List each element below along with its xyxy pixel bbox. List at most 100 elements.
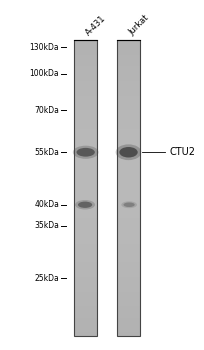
Text: 40kDa: 40kDa [34, 200, 59, 209]
Bar [74, 118, 97, 121]
Bar [74, 151, 97, 155]
Bar [74, 328, 97, 332]
Bar [117, 77, 140, 81]
Bar [74, 299, 97, 303]
Bar [117, 288, 140, 292]
Bar [74, 106, 97, 111]
Bar [74, 58, 97, 62]
Bar [74, 288, 97, 292]
Bar [117, 254, 140, 258]
Ellipse shape [76, 148, 95, 157]
Bar [117, 40, 140, 44]
Bar [117, 269, 140, 273]
Bar [117, 324, 140, 329]
Bar [74, 158, 97, 162]
Bar [74, 88, 97, 92]
Bar [117, 210, 140, 214]
Bar [117, 191, 140, 196]
Bar [74, 332, 97, 336]
Bar [117, 99, 140, 103]
Bar [74, 140, 97, 144]
Bar [117, 229, 140, 232]
Bar [74, 114, 97, 118]
Bar [117, 232, 140, 236]
Text: 70kDa: 70kDa [34, 106, 59, 115]
Bar [74, 229, 97, 232]
Bar [117, 114, 140, 118]
Bar [117, 118, 140, 121]
Ellipse shape [121, 201, 137, 208]
Bar [117, 225, 140, 229]
Bar [74, 136, 97, 140]
Bar [74, 144, 97, 147]
Bar [117, 291, 140, 295]
Bar [117, 62, 140, 66]
Text: 130kDa: 130kDa [30, 43, 59, 52]
Bar [117, 55, 140, 59]
Bar [74, 180, 97, 184]
Bar [74, 173, 97, 177]
Bar [74, 314, 97, 317]
Bar [117, 206, 140, 210]
Bar [117, 299, 140, 303]
Bar [117, 51, 140, 55]
Bar [117, 180, 140, 184]
Bar [74, 70, 97, 74]
Bar [74, 80, 97, 85]
Bar [74, 306, 97, 310]
Bar [74, 221, 97, 225]
Bar [74, 110, 97, 114]
Bar [74, 129, 97, 133]
Text: Jurkat: Jurkat [127, 14, 151, 37]
Bar [74, 154, 97, 159]
Bar [74, 317, 97, 321]
Bar [117, 140, 140, 144]
Bar [74, 265, 97, 270]
Bar [74, 276, 97, 281]
Bar [117, 295, 140, 299]
Bar [117, 132, 140, 137]
Bar [74, 84, 97, 88]
Bar [117, 58, 140, 62]
Bar [74, 169, 97, 173]
Bar [117, 162, 140, 166]
Bar [74, 125, 97, 129]
Bar [117, 125, 140, 129]
Bar [117, 265, 140, 270]
Text: A-431: A-431 [84, 14, 108, 37]
Bar [117, 284, 140, 288]
Bar [74, 66, 97, 70]
Text: 100kDa: 100kDa [30, 69, 59, 78]
Bar [74, 236, 97, 240]
Bar [74, 162, 97, 166]
Bar [117, 251, 140, 255]
Bar [74, 251, 97, 255]
Ellipse shape [78, 202, 92, 208]
Bar [74, 188, 97, 192]
Bar [74, 284, 97, 288]
Bar [117, 280, 140, 284]
Bar [117, 221, 140, 225]
Bar [74, 262, 97, 266]
Bar [117, 84, 140, 88]
Bar [74, 310, 97, 314]
Bar [74, 321, 97, 325]
Bar [74, 132, 97, 137]
Bar [74, 239, 97, 244]
Bar [117, 66, 140, 70]
Bar [74, 291, 97, 295]
Bar [117, 310, 140, 314]
Text: 25kDa: 25kDa [34, 274, 59, 283]
Bar [74, 103, 97, 107]
Bar [74, 199, 97, 203]
Bar [117, 158, 140, 162]
Bar [117, 195, 140, 199]
Bar [74, 258, 97, 262]
Bar [74, 203, 97, 206]
Bar [117, 95, 140, 99]
Bar [74, 280, 97, 284]
Bar [117, 110, 140, 114]
Bar [117, 262, 140, 266]
Bar [117, 239, 140, 244]
Bar [74, 232, 97, 236]
